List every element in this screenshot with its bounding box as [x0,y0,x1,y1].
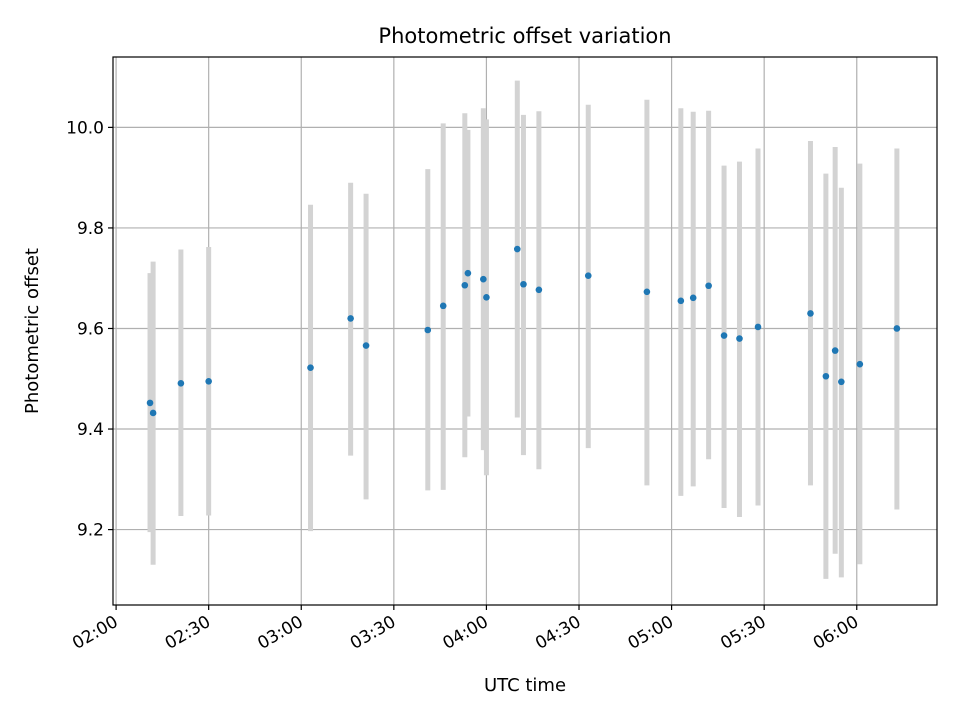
data-point [464,269,472,277]
data-point [146,399,154,407]
data-point [177,379,185,387]
data-point [439,302,447,310]
data-point [424,326,432,334]
chart-title: Photometric offset variation [378,24,671,48]
data-point [149,409,157,417]
data-point [736,335,743,342]
data-point [362,342,370,349]
data-point [461,281,469,289]
data-point [822,372,830,380]
data-point [856,360,864,368]
data-point [520,280,527,288]
x-axis-label: UTC time [484,675,566,696]
data-point [677,297,685,305]
y-axis-label: Photometric offset [22,248,43,414]
data-point [720,332,728,339]
data-point [307,364,314,372]
data-point [513,245,521,253]
data-point [205,377,212,385]
y-tick-label: 9.4 [77,420,104,440]
data-point [689,294,697,302]
data-point [584,272,592,279]
data-point [535,286,543,294]
data-point [483,294,490,301]
y-axis-ticks: 9.2 9.4 9.6 9.8 10.0 [66,118,113,541]
data-point [838,378,845,386]
data-point [643,288,651,296]
y-tick-label: 9.6 [77,319,104,339]
data-points [146,245,901,417]
data-point [480,275,487,283]
plot-frame [112,56,938,606]
y-tick-label: 10.0 [66,118,104,138]
data-point [347,315,354,322]
data-point [893,325,901,332]
y-tick-label: 9.2 [77,521,104,541]
data-point [705,282,712,290]
data-point [754,323,762,331]
data-point [807,310,814,317]
y-tick-label: 9.8 [77,219,104,239]
data-point [831,347,839,354]
